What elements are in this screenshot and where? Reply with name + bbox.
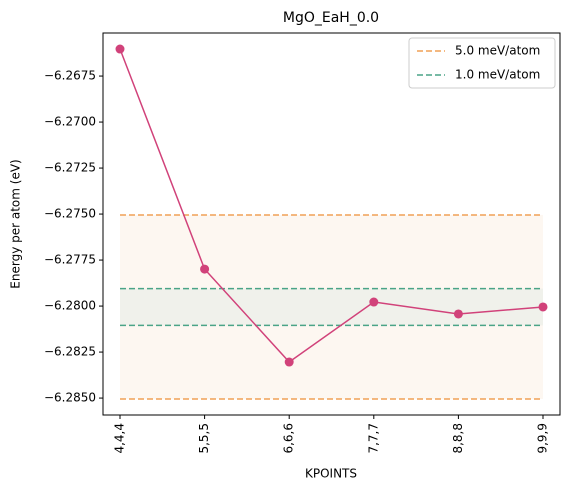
data-point <box>115 44 125 54</box>
legend-label: 1.0 meV/atom <box>455 68 540 82</box>
y-tick-label: −6.2700 <box>44 115 96 129</box>
band-fill <box>120 288 543 326</box>
x-tick-label: 5,5,5 <box>197 423 211 454</box>
data-point <box>200 264 210 274</box>
plot-frame <box>102 32 561 416</box>
y-tick-label: −6.2725 <box>44 161 96 175</box>
legend-label: 5.0 meV/atom <box>455 44 540 58</box>
data-point <box>538 302 548 312</box>
chart-title: MgO_EaH_0.0 <box>283 10 379 26</box>
y-tick-label: −6.2750 <box>44 207 96 221</box>
x-tick-label: 8,8,8 <box>451 423 465 454</box>
x-tick-label: 7,7,7 <box>366 423 380 454</box>
y-tick-label: −6.2850 <box>44 391 96 405</box>
x-tick-label: 9,9,9 <box>536 423 550 454</box>
y-axis-label: Energy per atom (eV) <box>9 159 23 288</box>
data-point <box>284 357 294 367</box>
x-axis-label: KPOINTS <box>305 467 357 481</box>
legend-box <box>408 37 556 89</box>
y-tick-label: −6.2825 <box>44 345 96 359</box>
y-tick-label: −6.2800 <box>44 299 96 313</box>
x-tick-label: 6,6,6 <box>282 423 296 454</box>
data-point <box>369 297 379 307</box>
y-tick-label: −6.2775 <box>44 253 96 267</box>
data-point <box>453 309 463 319</box>
x-tick-label: 4,4,4 <box>113 423 127 454</box>
y-tick-label: −6.2675 <box>44 69 96 83</box>
series-line <box>119 48 544 364</box>
